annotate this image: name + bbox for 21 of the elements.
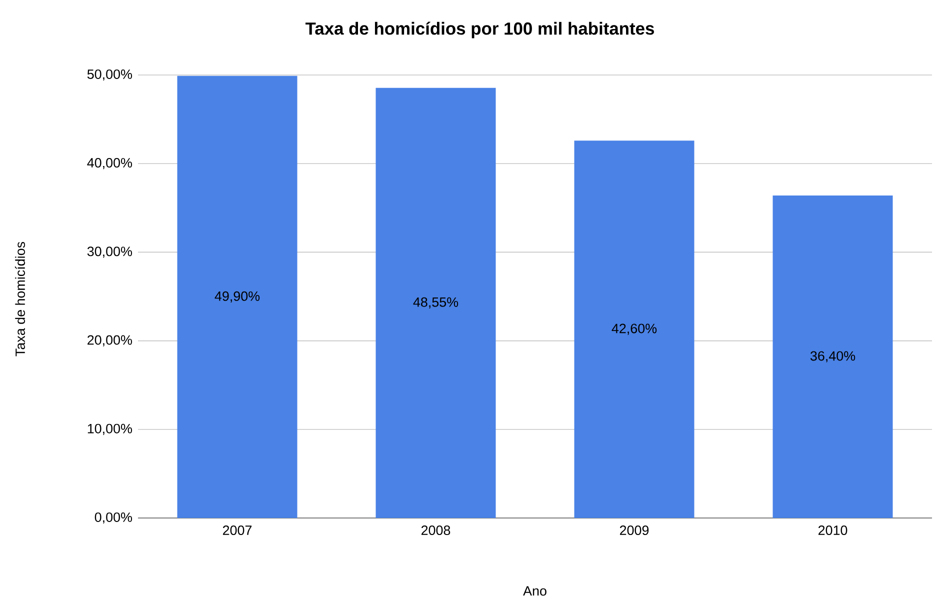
x-tick-label: 2007 [222,526,252,536]
y-tick-label: 40,00% [87,158,132,170]
x-tick-label: 2010 [818,526,848,536]
x-axis-title: Ano [523,586,546,596]
y-tick-label: 20,00% [88,335,132,346]
data-label: 48,55% [413,297,458,308]
y-axis-title: Taxa de homicídios [14,242,26,356]
bar [177,76,298,518]
chart-title: Taxa de homicídios por 100 mil habitantes [305,22,654,38]
bar [574,140,694,518]
data-label: 49,90% [214,291,260,302]
y-tick-label: 10,00% [88,424,132,435]
x-tick-label: 2009 [620,526,649,536]
y-tick-label: 0,00% [94,512,132,524]
x-tick-label: 2008 [421,526,450,536]
bar [772,195,893,518]
data-label: 36,40% [810,351,856,362]
bar [376,88,496,518]
y-tick-label: 30,00% [87,246,132,258]
y-tick-label: 50,00% [87,69,132,81]
data-label: 42,60% [612,324,657,335]
